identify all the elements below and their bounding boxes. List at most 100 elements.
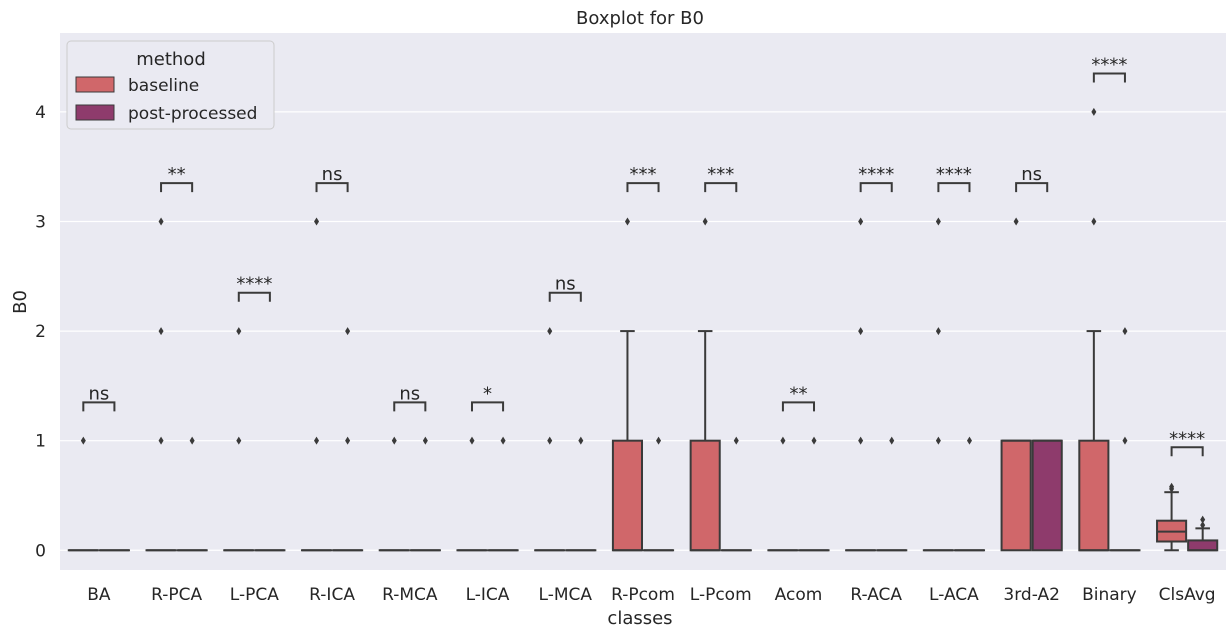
outlier-point-0 xyxy=(189,436,195,445)
x-tick-label-r-pca: R-PCA xyxy=(151,585,202,605)
significance-bracket xyxy=(82,401,116,412)
significance-label: * xyxy=(483,383,492,404)
outlier-point-1 xyxy=(1200,515,1206,524)
box-post-processed-3rd-a2 xyxy=(1031,439,1063,552)
box-body xyxy=(611,439,644,552)
significance-bracket xyxy=(548,291,582,302)
significance-l-pca: **** xyxy=(236,274,272,302)
outlier-point-0 xyxy=(889,436,895,445)
significance-ba: ns xyxy=(82,383,116,412)
significance-l-aca: **** xyxy=(936,164,972,193)
legend-label-post-processed: post-processed xyxy=(128,104,257,124)
x-tick-label-l-pcom: L-Pcom xyxy=(690,585,752,605)
box-baseline-binary xyxy=(1078,107,1110,552)
box-post-processed-r-aca xyxy=(876,436,908,552)
box-body xyxy=(1031,439,1063,552)
outlier-point-0 xyxy=(578,436,584,445)
y-tick-label-4: 4 xyxy=(35,103,46,123)
y-axis-label: B0 xyxy=(10,290,31,314)
box-post-processed-l-aca xyxy=(953,436,986,552)
box-baseline-r-pcom xyxy=(611,217,644,552)
significance-label: *** xyxy=(707,164,734,185)
outlier-point-0 xyxy=(547,436,553,445)
significance-label: ns xyxy=(399,383,420,404)
significance-bracket xyxy=(160,182,194,193)
significance-r-aca: **** xyxy=(858,164,894,193)
box-post-processed-l-mca xyxy=(565,436,597,552)
x-tick-label-binary: Binary xyxy=(1082,585,1137,605)
x-tick-label-ba: BA xyxy=(87,585,111,605)
significance-label: *** xyxy=(630,164,657,185)
y-tick-label-2: 2 xyxy=(35,322,46,342)
box-baseline-l-mca xyxy=(534,327,566,552)
legend-label-baseline: baseline xyxy=(128,76,199,96)
significance-label: **** xyxy=(236,274,272,295)
significance-l-mca: ns xyxy=(548,274,582,302)
box-post-processed-clsavg xyxy=(1187,515,1219,552)
box-body xyxy=(1187,539,1219,552)
significance-bracket xyxy=(937,182,971,193)
significance-bracket xyxy=(1170,446,1204,457)
significance-bracket xyxy=(393,401,427,412)
box-post-processed-acom xyxy=(798,436,830,552)
outlier-point-0 xyxy=(624,217,630,226)
outlier-point-0 xyxy=(314,436,320,445)
outlier-point-0 xyxy=(935,436,941,445)
significance-label: ns xyxy=(1021,164,1042,185)
significance-bracket xyxy=(315,182,349,193)
significance-label: ** xyxy=(168,164,186,185)
significance-clsavg: **** xyxy=(1169,428,1205,457)
outlier-point-1 xyxy=(236,327,242,336)
outlier-point-2 xyxy=(935,217,941,226)
outlier-point-0 xyxy=(1200,521,1206,530)
significance-3rd-a2: ns xyxy=(1015,164,1049,193)
x-tick-label-3rd-a2: 3rd-A2 xyxy=(1003,585,1060,605)
outlier-point-0 xyxy=(158,436,164,445)
outlier-point-0 xyxy=(1091,217,1097,226)
significance-label: **** xyxy=(936,164,972,185)
outlier-point-0 xyxy=(733,436,739,445)
box-baseline-r-mca xyxy=(378,436,410,552)
outlier-point-1 xyxy=(547,327,553,336)
x-tick-label-l-mca: L-MCA xyxy=(539,585,593,605)
box-baseline-l-pcom xyxy=(689,217,721,552)
significance-label: ns xyxy=(555,274,576,295)
outlier-point-1 xyxy=(1091,107,1097,116)
box-baseline-l-ica xyxy=(456,436,488,552)
chart-title: Boxplot for B0 xyxy=(576,8,704,29)
box-baseline-l-pca xyxy=(223,327,255,552)
outlier-point-0 xyxy=(656,436,662,445)
outlier-point-0 xyxy=(1013,217,1019,226)
box-baseline-l-aca xyxy=(922,217,954,552)
significance-bracket xyxy=(781,401,816,412)
significance-r-mca: ns xyxy=(393,383,427,412)
legend-box xyxy=(66,40,275,130)
outlier-point-1 xyxy=(1122,327,1128,336)
x-tick-label-clsavg: ClsAvg xyxy=(1159,585,1216,605)
outlier-point-0 xyxy=(500,436,506,445)
significance-label: ns xyxy=(322,164,343,185)
y-tick-label-0: 0 xyxy=(35,541,46,561)
box-body xyxy=(689,439,721,552)
outlier-point-0 xyxy=(469,436,475,445)
significance-label: **** xyxy=(1169,428,1205,449)
significance-bracket xyxy=(470,401,505,412)
box-body xyxy=(1078,439,1110,552)
x-tick-label-l-aca: L-ACA xyxy=(929,585,979,605)
significance-bracket xyxy=(626,182,660,193)
significance-bracket xyxy=(704,182,738,193)
x-tick-label-acom: Acom xyxy=(775,585,823,605)
y-tick-labels: 0 1 2 3 4 xyxy=(35,103,46,561)
x-tick-labels: BA R-PCA L-PCA R-ICA R-MCA L-ICA L-MCA R-Pcom L-… xyxy=(87,585,1215,605)
significance-label: ns xyxy=(88,383,109,404)
significance-label: **** xyxy=(1091,55,1127,76)
significance-binary: **** xyxy=(1091,55,1127,83)
box-post-processed-r-ica xyxy=(332,327,364,552)
box-body xyxy=(1000,439,1032,552)
box-post-processed-l-ica xyxy=(487,436,519,552)
outlier-point-2 xyxy=(858,217,864,226)
outlier-point-0 xyxy=(422,436,428,445)
x-tick-label-r-aca: R-ACA xyxy=(850,585,902,605)
significance-bracket xyxy=(1015,182,1049,193)
